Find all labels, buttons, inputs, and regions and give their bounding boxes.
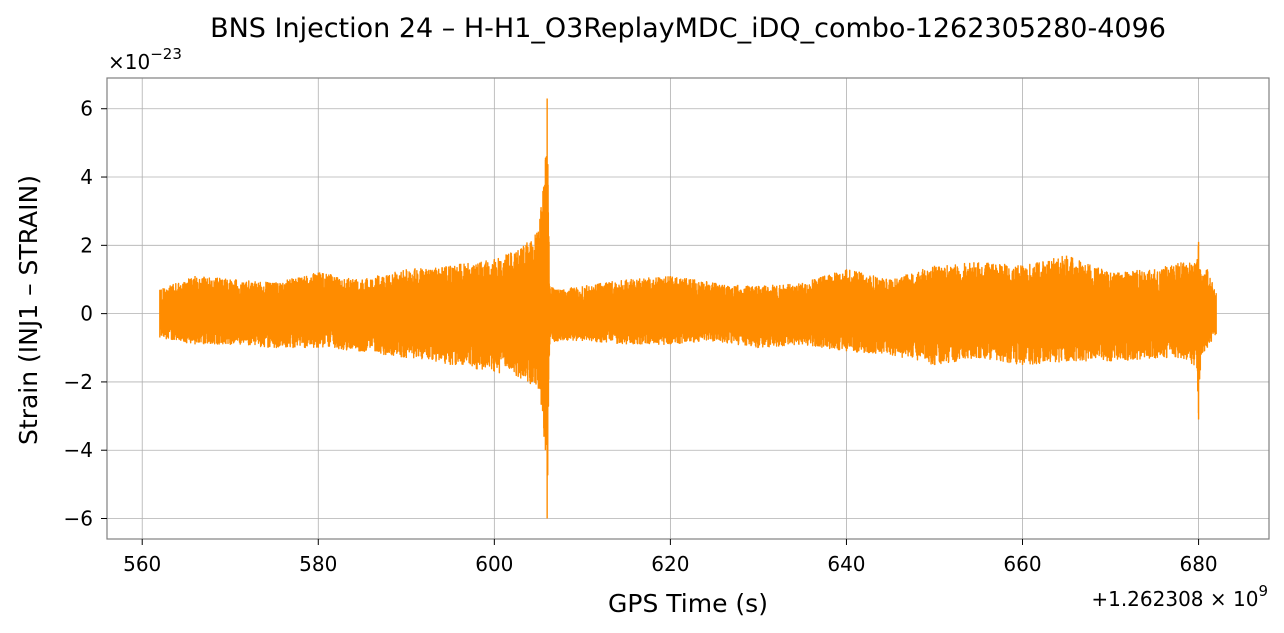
series-layer [159,98,1217,519]
x-tick-label: 620 [651,552,689,576]
y-tick-label: 6 [80,97,93,121]
y-tick-label: −4 [64,438,93,462]
plot-frame [106,77,1270,540]
x-tick-label: 640 [827,552,865,576]
y-tick-label: 0 [80,302,93,326]
chart-title: BNS Injection 24 – H-H1_O3ReplayMDC_iDQ_… [210,13,1166,44]
y-tick-label: −6 [64,507,93,531]
x-tick-label: 600 [475,552,513,576]
y-scale-label: ×10−23 [108,45,182,74]
x-tick-label: 560 [123,552,161,576]
y-scale-base: ×10 [108,50,150,74]
strain-series-line [159,98,1217,519]
x-offset-base: +1.262308 × 10 [1091,587,1258,611]
x-axis: 560 580 600 620 640 660 680 [123,539,1218,576]
y-axis: −6 −4 −2 0 2 4 6 [64,97,107,531]
x-offset-exponent: 9 [1258,582,1268,600]
x-offset-label: +1.262308 × 109 [1091,582,1268,611]
x-tick-label: 660 [1003,552,1041,576]
y-scale-exponent: −23 [150,45,182,63]
x-tick-label: 680 [1179,552,1217,576]
y-tick-label: 4 [80,165,93,189]
y-tick-label: 2 [80,233,93,257]
x-axis-label: GPS Time (s) [608,589,768,618]
y-tick-label: −2 [64,370,93,394]
x-tick-label: 580 [299,552,337,576]
y-axis-label: Strain (INJ1 – STRAIN) [14,175,43,445]
